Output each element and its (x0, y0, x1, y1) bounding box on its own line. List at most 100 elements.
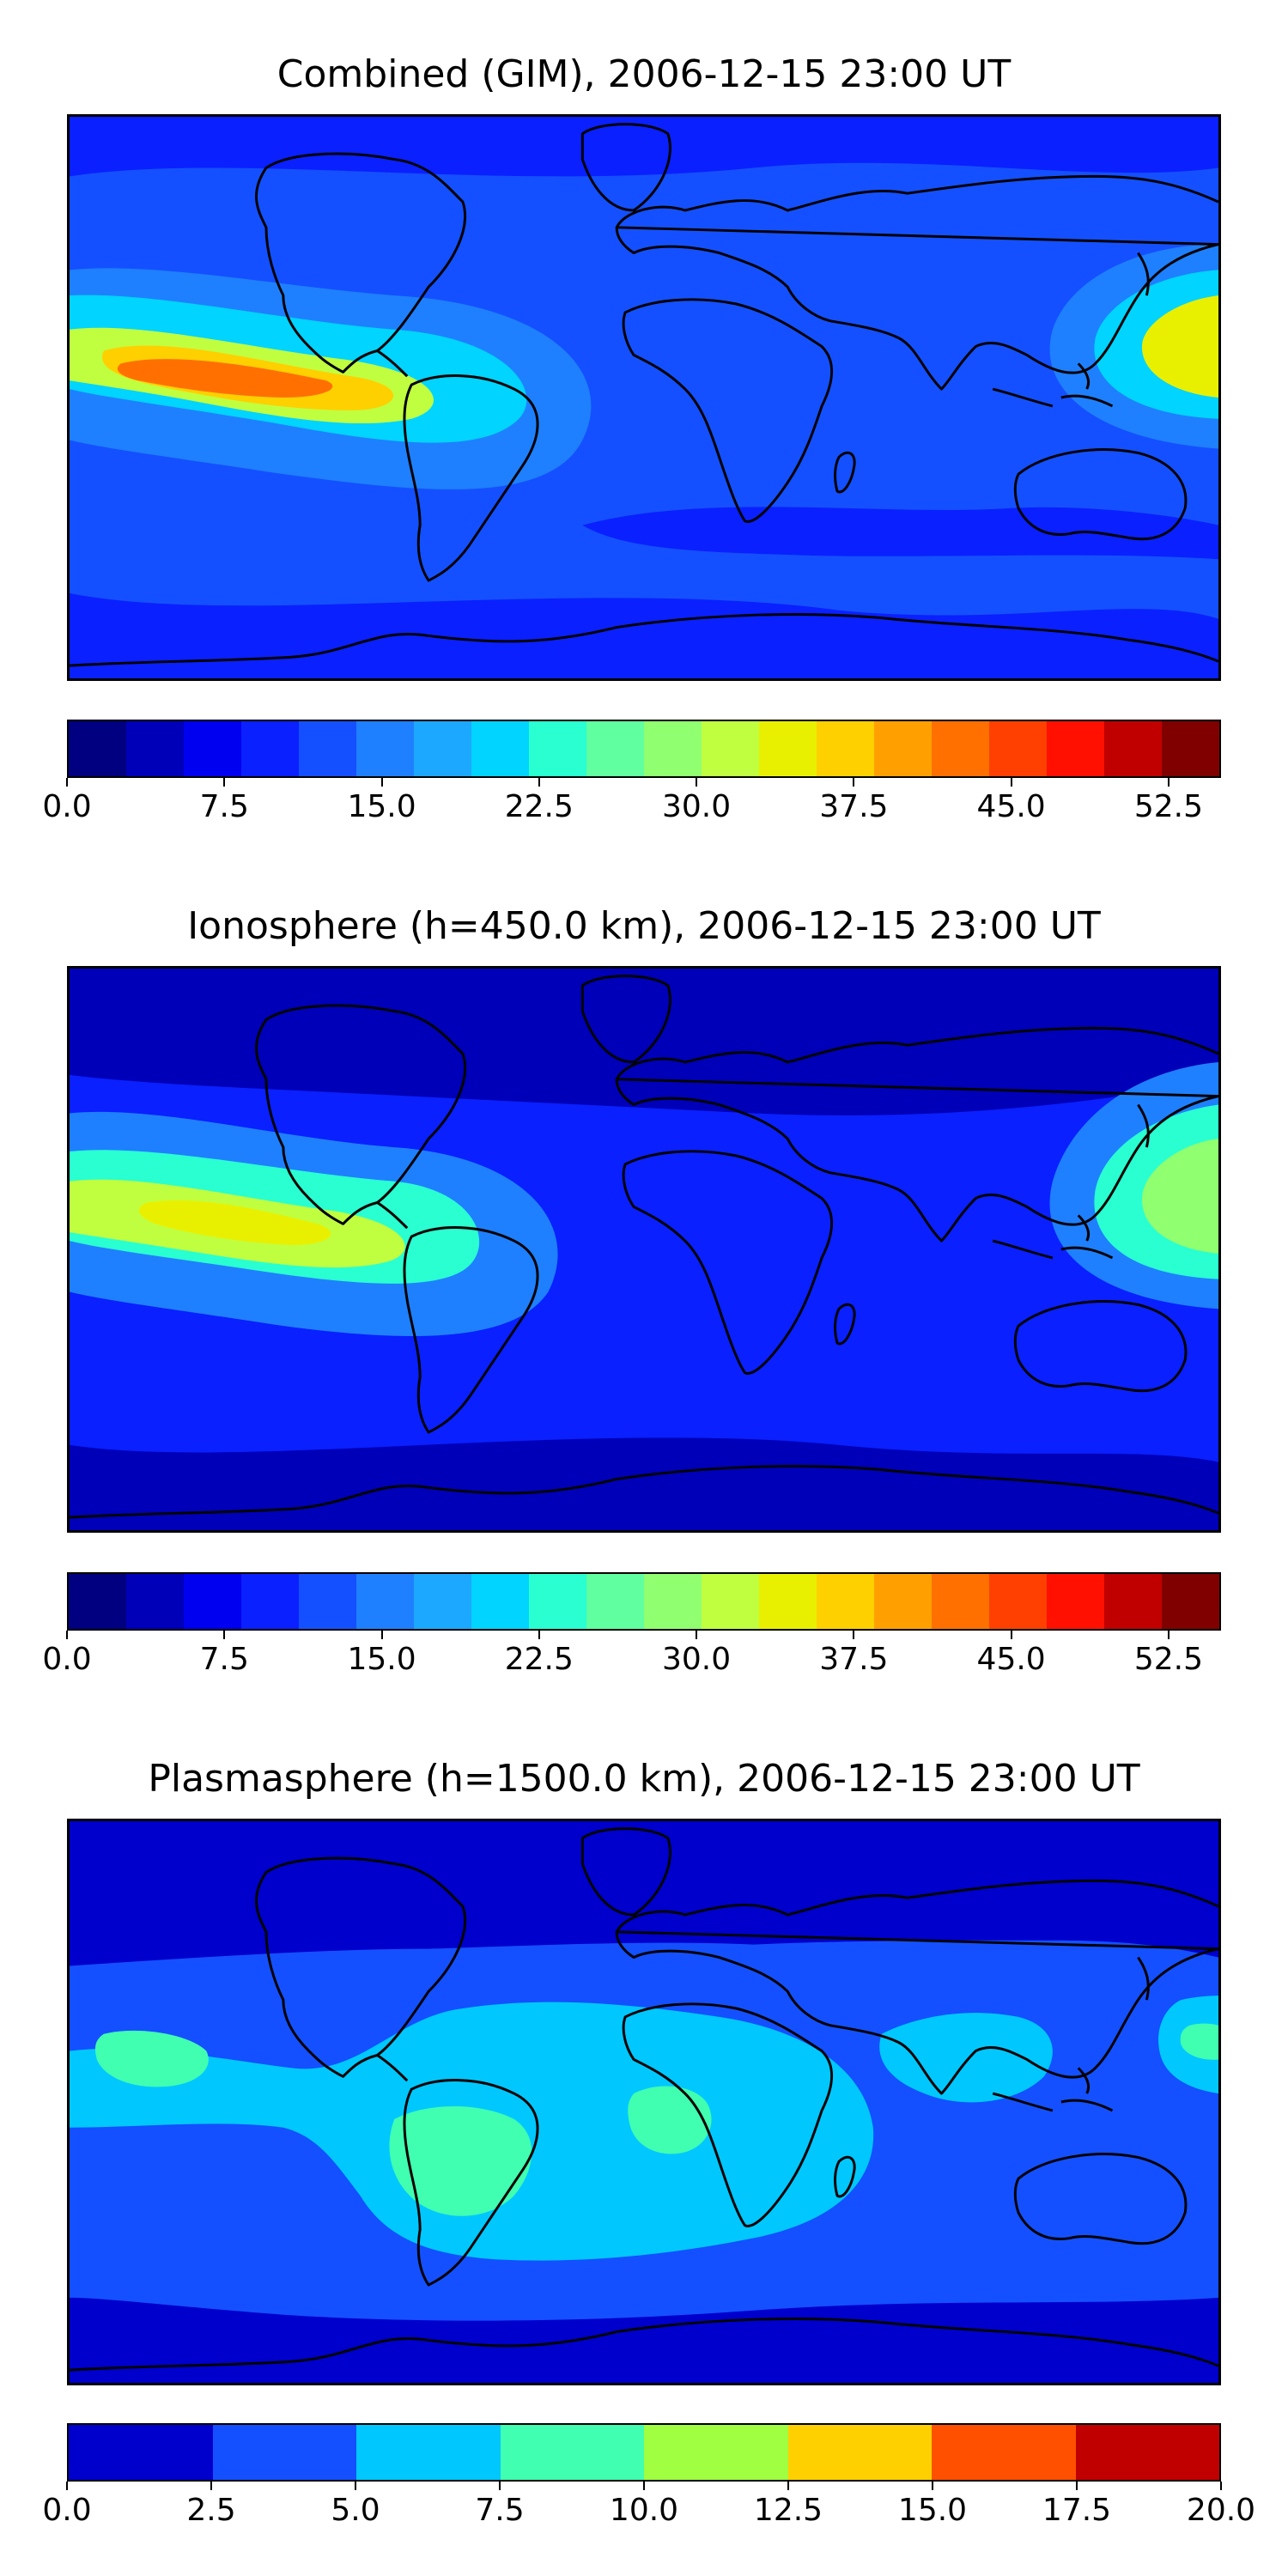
colorbar-tick-label: 20.0 (1186, 2493, 1256, 2528)
map-plasmasphere (67, 1819, 1221, 2385)
coastline-antarctica (70, 613, 1218, 667)
colorbar-segment (69, 2425, 213, 2480)
colorbar-tick (355, 2482, 356, 2490)
colorbar-tick (66, 778, 68, 787)
colorbar-tick-label: 0.0 (42, 1642, 92, 1677)
colorbar-tick-label: 5.0 (331, 2493, 380, 2528)
map-combined (67, 114, 1221, 681)
west-pacific-region (879, 2013, 1053, 2103)
colorbar-tick (66, 1631, 68, 1639)
colorbar-tick (499, 2482, 501, 2490)
coastline-greenland (580, 123, 671, 212)
colorbar-segment (184, 721, 241, 776)
east-asia-anomaly (1141, 1139, 1218, 1254)
coastline-greenland (580, 975, 671, 1064)
west-pacific-peak (1180, 2023, 1218, 2060)
colorbar-segment (356, 721, 414, 776)
coastline-madagascar (834, 2155, 856, 2198)
south-america-peak (389, 2105, 532, 2216)
map-ionosphere (67, 966, 1221, 1533)
colorbar-tick (380, 1631, 383, 1639)
coastline-japan (1137, 252, 1150, 296)
colorbar-segment (989, 721, 1047, 776)
coastline-madagascar (834, 1303, 856, 1346)
coastline-europe-asia (615, 1026, 1218, 1242)
coastline-indonesia (992, 1214, 1114, 1260)
colorbar-segment (644, 721, 702, 776)
coastline-madagascar (834, 451, 856, 494)
colorbar-segment (817, 721, 874, 776)
coastline-south-america (403, 1226, 539, 1434)
pacific-anomaly-peak (117, 359, 333, 398)
colorbar-tick-label: 15.0 (347, 1642, 416, 1677)
colorbar-tick (1220, 2482, 1222, 2490)
colorbar-segment (299, 1574, 356, 1629)
coastline-south-america (403, 374, 539, 582)
colorbar-segment (1047, 721, 1104, 776)
colorbar-segment (702, 721, 759, 776)
colorbar-segment (299, 721, 356, 776)
colorbar-segment (356, 1574, 414, 1629)
colorbar-segment (1162, 1574, 1219, 1629)
coastline-australia (1013, 1300, 1188, 1393)
colorbar-tick-label: 52.5 (1133, 1642, 1203, 1677)
coastline-north-america (255, 1004, 467, 1230)
colorbar-segment (1162, 721, 1219, 776)
low-band-north (70, 117, 1218, 177)
coastline-australia (1013, 448, 1188, 541)
colorbar-tick-label: 22.5 (504, 789, 574, 824)
colorbar-segment (529, 721, 586, 776)
colorbar-tick-label: 7.5 (475, 2493, 525, 2528)
colorbar-tick-label: 15.0 (897, 2493, 968, 2528)
colorbar-tick-label: 7.5 (199, 789, 249, 824)
colorbar-segment (1075, 2425, 1219, 2480)
colorbar-tick (643, 2482, 645, 2490)
colorbar-tick (853, 1631, 855, 1639)
colorbar-segment (471, 1574, 529, 1629)
colorbar-tick-label: 45.0 (976, 1642, 1046, 1677)
coastline-north-america (255, 1856, 467, 2082)
africa-peak (628, 2086, 712, 2154)
colorbar-segment (241, 1574, 299, 1629)
coastline-antarctica (70, 2318, 1218, 2372)
colorbar-segment (69, 1574, 126, 1629)
colorbar (67, 2423, 1221, 2482)
colorbar-tick (538, 778, 540, 787)
colorbar-segment (759, 721, 817, 776)
coastlines (70, 975, 1218, 1519)
colorbar-tick-label: 10.0 (609, 2493, 679, 2528)
colorbar-segment (212, 2425, 356, 2480)
tec-map-svg (70, 117, 1218, 678)
colorbar-segment (69, 721, 126, 776)
colorbar-segment (414, 1574, 471, 1629)
colorbar-tick (223, 778, 226, 787)
colorbar-tick (1167, 1631, 1170, 1639)
colorbar-tick-label: 15.0 (347, 789, 416, 824)
colorbar-tick-label: 22.5 (504, 1642, 574, 1677)
east-asia-anomaly (1141, 295, 1218, 398)
colorbar-segment (759, 1574, 817, 1629)
colorbar-segment (500, 2425, 644, 2480)
colorbar (67, 720, 1221, 778)
coastline-south-america (403, 2079, 539, 2287)
colorbar-segment (586, 1574, 644, 1629)
colorbar-segment (1104, 1574, 1162, 1629)
pacific-peak (94, 2030, 209, 2087)
colorbar-tick-label: 0.0 (42, 2493, 92, 2528)
low-band-south (70, 592, 1218, 678)
colorbar-tick (1167, 778, 1170, 787)
colorbar-segment (1047, 1574, 1104, 1629)
colorbar-tick-label: 17.5 (1042, 2493, 1112, 2528)
colorbar-segment (644, 2425, 788, 2480)
colorbar-segment (989, 1574, 1047, 1629)
colorbar-tick-label: 45.0 (976, 789, 1046, 824)
colorbar-segment (586, 721, 644, 776)
coastline-europe-asia (615, 1879, 1218, 2095)
coastlines (70, 1827, 1218, 2372)
coastline-greenland (580, 1827, 671, 1917)
colorbar-segment (241, 721, 299, 776)
colorbar (67, 1572, 1221, 1631)
colorbar-tick-label: 37.5 (819, 789, 889, 824)
colorbar-segment (932, 1574, 989, 1629)
colorbar-tick (787, 2482, 789, 2490)
